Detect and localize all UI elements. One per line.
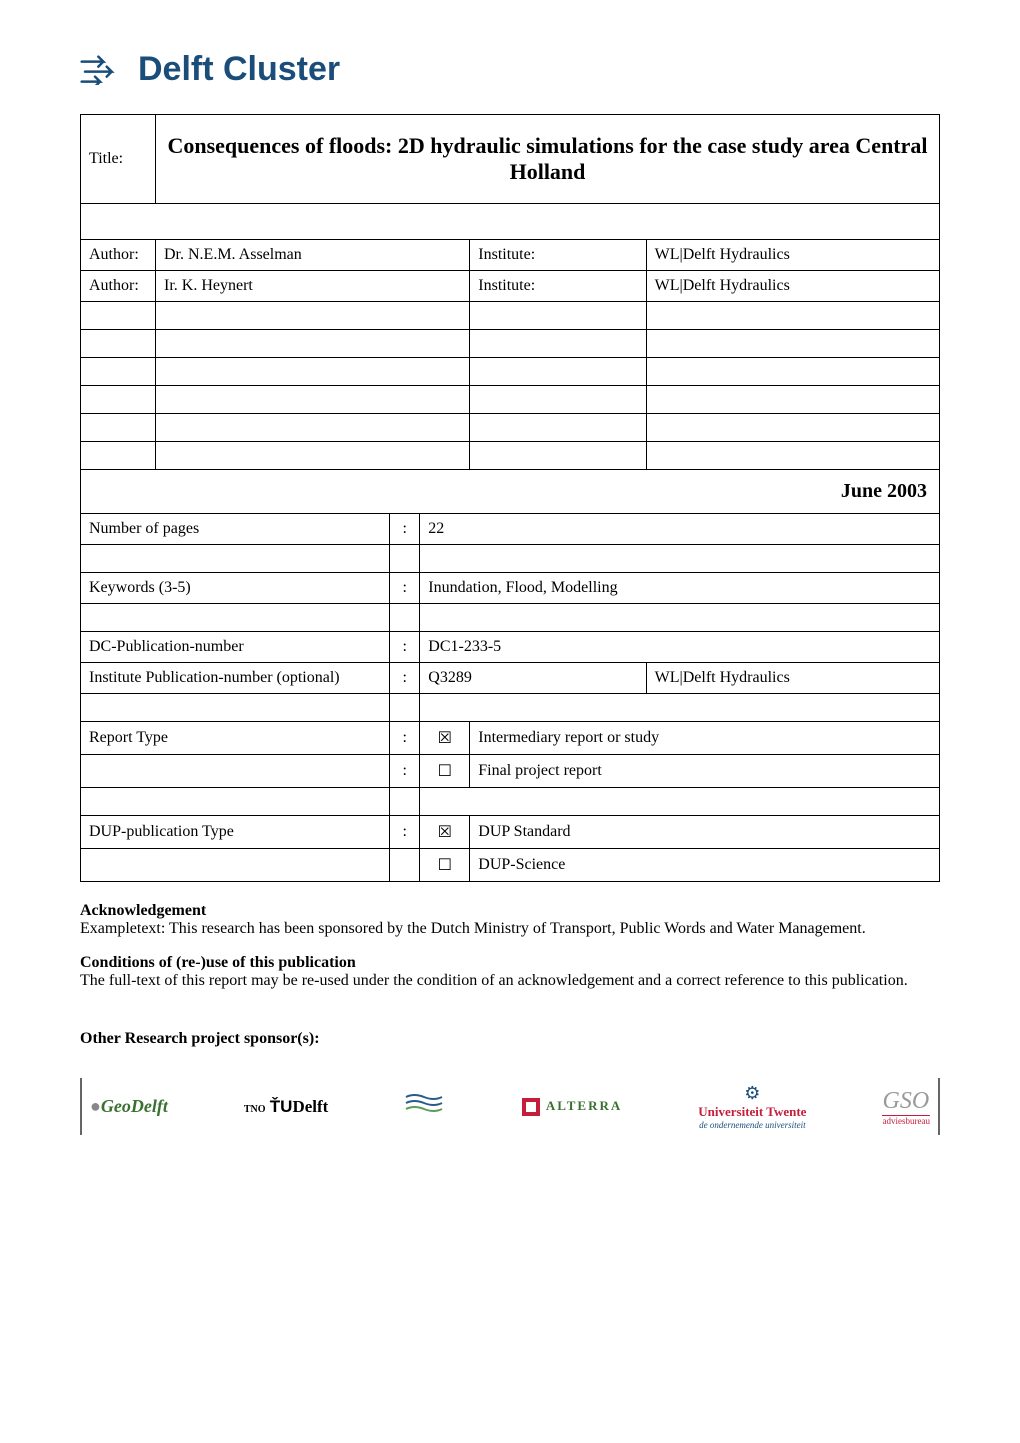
author-name: Dr. N.E.M. Asselman <box>156 240 470 271</box>
logo-text: Delft Cluster <box>138 50 340 89</box>
inst-pub-label: Institute Publication-number (optional) <box>81 663 390 694</box>
checkbox-unchecked-icon: ☐ <box>420 755 470 788</box>
delft-cluster-logo: Delft Cluster <box>80 50 940 89</box>
dc-pub-row: DC-Publication-number : DC1-233-5 <box>81 632 940 663</box>
empty-row <box>81 330 940 358</box>
pages-label: Number of pages <box>81 514 390 545</box>
report-type-label-empty <box>81 755 390 788</box>
dup-type-row-2: ☐ DUP-Science <box>81 849 940 882</box>
author-name: Ir. K. Heynert <box>156 271 470 302</box>
inst-pub-institute: WL|Delft Hydraulics <box>646 663 939 694</box>
institute-label: Institute: <box>470 240 646 271</box>
institute-value: WL|Delft Hydraulics <box>646 271 939 302</box>
pages-row: Number of pages : 22 <box>81 514 940 545</box>
footer-logos-bar: ●GeoDelft TNO ŤUDelft ALTERRA ⚙ Universi… <box>80 1078 940 1135</box>
empty-row <box>81 414 940 442</box>
logo-arrows-icon <box>80 55 130 85</box>
report-type-option: Final project report <box>470 755 940 788</box>
spacer-row <box>81 204 940 240</box>
document-title: Consequences of floods: 2D hydraulic sim… <box>156 115 940 204</box>
gso-logo: GSO adviesbureau <box>874 1088 937 1126</box>
dc-pub-value: DC1-233-5 <box>420 632 940 663</box>
reuse-text: The full-text of this report may be re-u… <box>80 972 908 989</box>
empty-row <box>81 545 940 573</box>
empty-row <box>81 386 940 414</box>
acknowledgement-text: Exampletext: This research has been spon… <box>80 920 866 937</box>
colon: : <box>390 816 420 849</box>
empty-row <box>81 788 940 816</box>
checkbox-checked-icon: ☒ <box>420 722 470 755</box>
title-row: Title: Consequences of floods: 2D hydrau… <box>81 115 940 204</box>
dup-type-label: DUP-publication Type <box>81 816 390 849</box>
header-logo-area: Delft Cluster <box>80 50 940 89</box>
report-type-row-1: Report Type : ☒ Intermediary report or s… <box>81 722 940 755</box>
dup-type-row-1: DUP-publication Type : ☒ DUP Standard <box>81 816 940 849</box>
dup-type-option: DUP Standard <box>470 816 940 849</box>
waves-logo-icon <box>396 1091 452 1122</box>
report-type-label: Report Type <box>81 722 390 755</box>
tudelft-logo: TNO ŤUDelft <box>236 1097 336 1117</box>
institute-label: Institute: <box>470 271 646 302</box>
acknowledgement-header: Acknowledgement <box>80 902 206 919</box>
colon: : <box>390 632 420 663</box>
empty-row <box>81 302 940 330</box>
author-row-1: Author: Dr. N.E.M. Asselman Institute: W… <box>81 240 940 271</box>
alterra-logo: ALTERRA <box>512 1096 630 1118</box>
inst-pub-row: Institute Publication-number (optional) … <box>81 663 940 694</box>
keywords-row: Keywords (3-5) : Inundation, Flood, Mode… <box>81 573 940 604</box>
empty-row <box>81 694 940 722</box>
title-label: Title: <box>81 115 156 204</box>
acknowledgement-section: Acknowledgement Exampletext: This resear… <box>80 902 940 990</box>
date-row: June 2003 <box>81 470 940 514</box>
author-label: Author: <box>81 240 156 271</box>
colon-empty <box>390 849 420 882</box>
keywords-value: Inundation, Flood, Modelling <box>420 573 940 604</box>
report-type-option: Intermediary report or study <box>470 722 940 755</box>
utwente-logo: ⚙ Universiteit Twente de ondernemende un… <box>690 1083 814 1130</box>
pages-value: 22 <box>420 514 940 545</box>
empty-row <box>81 358 940 386</box>
empty-row <box>81 604 940 632</box>
empty-row <box>81 442 940 470</box>
colon: : <box>390 755 420 788</box>
sponsor-section: Other Research project sponsor(s): <box>80 1030 940 1048</box>
document-metadata-table: Title: Consequences of floods: 2D hydrau… <box>80 114 940 882</box>
colon: : <box>390 573 420 604</box>
checkbox-checked-icon: ☒ <box>420 816 470 849</box>
keywords-label: Keywords (3-5) <box>81 573 390 604</box>
report-type-row-2: : ☐ Final project report <box>81 755 940 788</box>
author-row-2: Author: Ir. K. Heynert Institute: WL|Del… <box>81 271 940 302</box>
dup-type-option: DUP-Science <box>470 849 940 882</box>
dup-type-label-empty <box>81 849 390 882</box>
colon: : <box>390 514 420 545</box>
dc-pub-label: DC-Publication-number <box>81 632 390 663</box>
colon: : <box>390 722 420 755</box>
geodelft-logo: ●GeoDelft <box>82 1096 176 1117</box>
document-date: June 2003 <box>81 470 940 514</box>
checkbox-unchecked-icon: ☐ <box>420 849 470 882</box>
colon: : <box>390 663 420 694</box>
institute-value: WL|Delft Hydraulics <box>646 240 939 271</box>
author-label: Author: <box>81 271 156 302</box>
sponsor-header: Other Research project sponsor(s): <box>80 1030 940 1048</box>
inst-pub-value: Q3289 <box>420 663 646 694</box>
reuse-header: Conditions of (re-)use of this publicati… <box>80 954 356 971</box>
